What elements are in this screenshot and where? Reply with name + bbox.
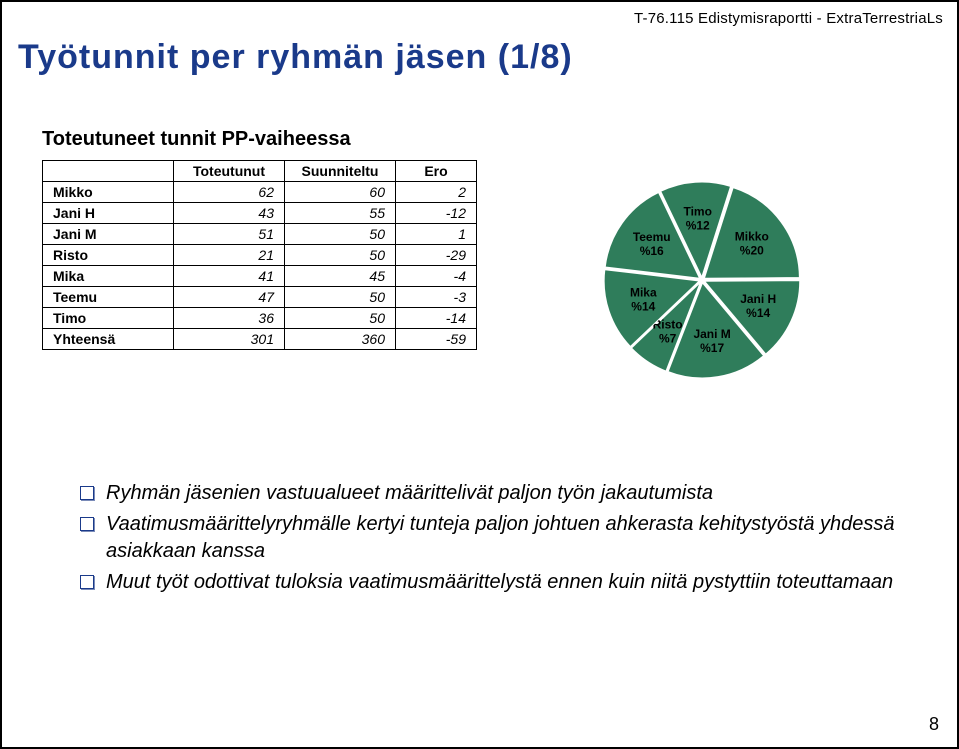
cell-planned: 55 [285,203,396,224]
cell-diff: 1 [396,224,477,245]
cell-diff: -29 [396,245,477,266]
header-right-text: T-76.115 Edistymisraportti - ExtraTerres… [634,10,943,27]
table-row: Teemu4750-3 [43,287,477,308]
table-row: Jani M51501 [43,224,477,245]
col-planned: Suunniteltu [285,161,396,182]
bullet-item: Ryhmän jäsenien vastuualueet määritteliv… [80,480,897,507]
cell-planned: 60 [285,182,396,203]
slide-page: T-76.115 Edistymisraportti - ExtraTerres… [0,0,959,749]
svg-text:%14: %14 [631,300,655,314]
svg-text:%20: %20 [740,243,764,257]
cell-name: Risto [43,245,174,266]
col-blank [43,161,174,182]
cell-actual: 41 [174,266,285,287]
svg-text:Jani H: Jani H [740,292,776,306]
col-actual: Toteutunut [174,161,285,182]
col-diff: Ero [396,161,477,182]
cell-diff: -3 [396,287,477,308]
cell-actual: 51 [174,224,285,245]
cell-name: Mikko [43,182,174,203]
bullet-item: Vaatimusmäärittelyryhmälle kertyi tuntej… [80,511,897,565]
cell-planned: 50 [285,224,396,245]
svg-text:%17: %17 [700,341,724,355]
cell-name: Timo [43,308,174,329]
svg-text:Timo: Timo [683,204,711,218]
hours-pie-chart: Timo%12Mikko%20Jani H%14Jani M%17Risto%7… [592,170,812,390]
table-row: Timo3650-14 [43,308,477,329]
page-number: 8 [929,714,939,735]
svg-text:%7: %7 [659,331,677,345]
table-row: Mika4145-4 [43,266,477,287]
svg-text:Jani M: Jani M [693,327,730,341]
bullet-list: Ryhmän jäsenien vastuualueet määritteliv… [80,480,897,600]
cell-actual: 36 [174,308,285,329]
cell-diff: -14 [396,308,477,329]
hours-table: Toteutunut Suunniteltu Ero Mikko62602 Ja… [42,160,477,350]
bullet-item: Muut työt odottivat tuloksia vaatimusmää… [80,569,897,596]
cell-actual: 43 [174,203,285,224]
cell-name: Jani M [43,224,174,245]
cell-actual: 301 [174,329,285,350]
cell-diff: -4 [396,266,477,287]
cell-planned: 45 [285,266,396,287]
table-row: Jani H4355-12 [43,203,477,224]
cell-actual: 47 [174,287,285,308]
pie-chart-container: Timo%12Mikko%20Jani H%14Jani M%17Risto%7… [522,150,882,410]
cell-diff: -12 [396,203,477,224]
svg-text:%16: %16 [640,244,664,258]
svg-text:Teemu: Teemu [633,230,671,244]
cell-diff: 2 [396,182,477,203]
cell-planned: 50 [285,287,396,308]
table-row: Risto2150-29 [43,245,477,266]
cell-diff: -59 [396,329,477,350]
page-title: Työtunnit per ryhmän jäsen (1/8) [18,38,573,77]
table-header-row: Toteutunut Suunniteltu Ero [43,161,477,182]
cell-name: Yhteensä [43,329,174,350]
cell-actual: 21 [174,245,285,266]
table-row-total: Yhteensä301360-59 [43,329,477,350]
cell-name: Mika [43,266,174,287]
cell-name: Teemu [43,287,174,308]
cell-planned: 360 [285,329,396,350]
cell-planned: 50 [285,245,396,266]
cell-name: Jani H [43,203,174,224]
cell-actual: 62 [174,182,285,203]
table-caption: Toteutuneet tunnit PP-vaiheessa [42,128,351,151]
table-row: Mikko62602 [43,182,477,203]
svg-text:Mika: Mika [630,286,657,300]
cell-planned: 50 [285,308,396,329]
svg-text:%14: %14 [746,306,770,320]
svg-text:%12: %12 [686,218,710,232]
svg-text:Mikko: Mikko [735,229,769,243]
